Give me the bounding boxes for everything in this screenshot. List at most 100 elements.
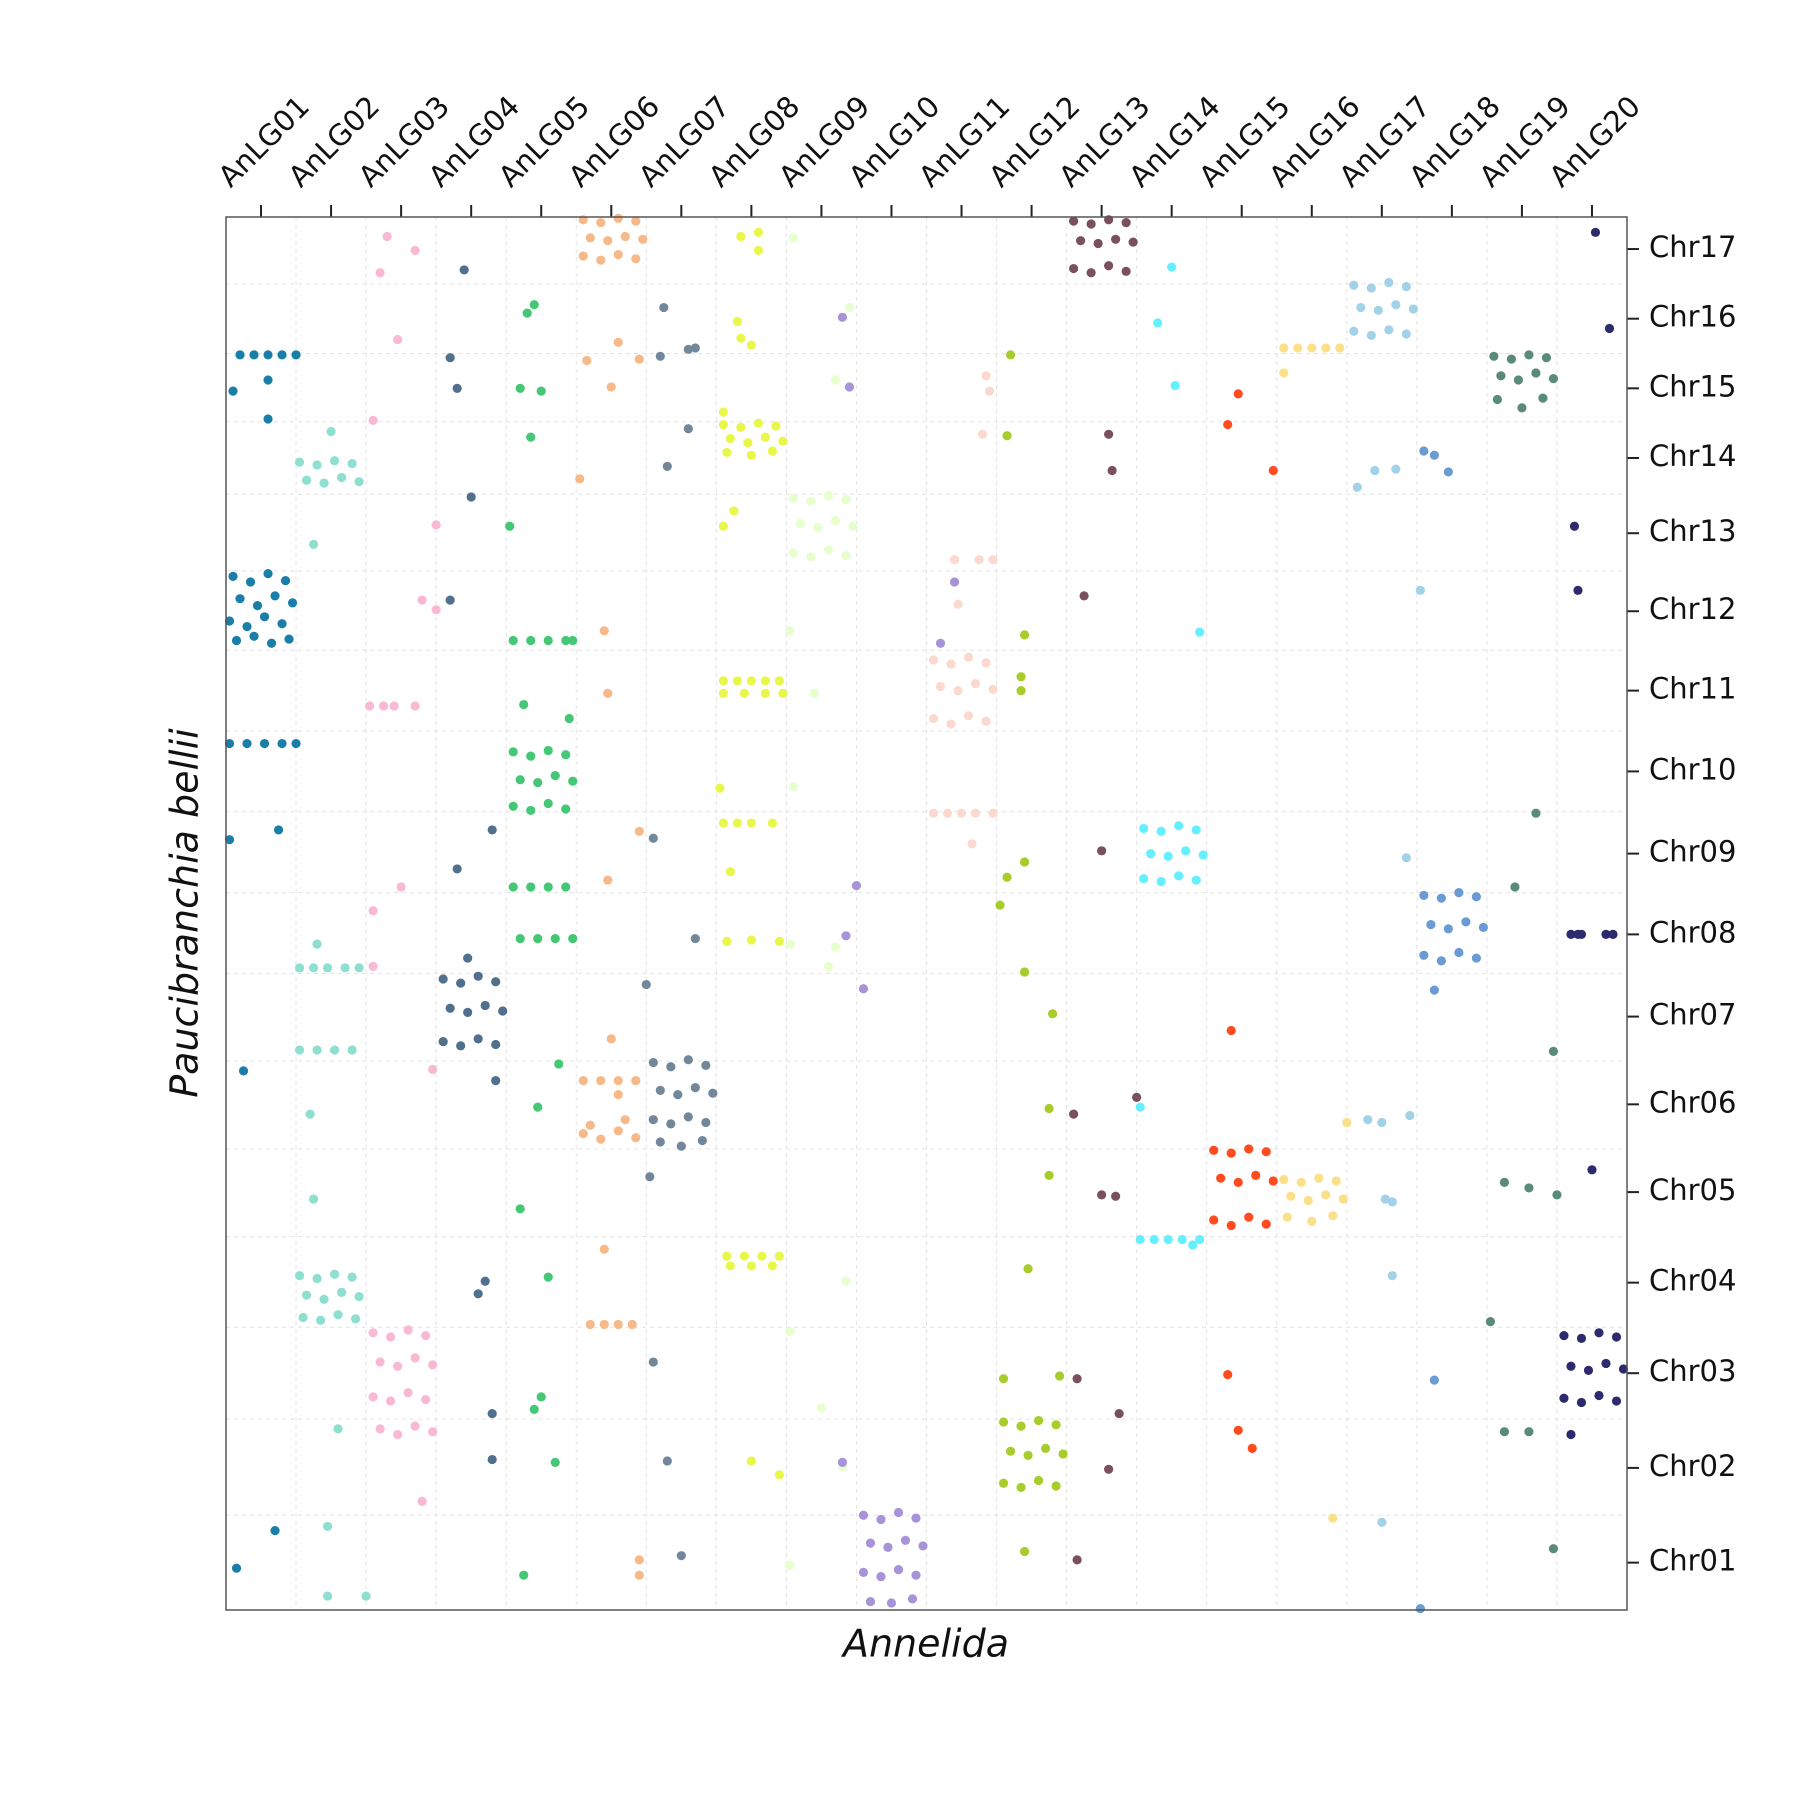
point [1163,851,1173,861]
point [543,882,553,892]
point [526,432,536,442]
point [1335,343,1345,353]
point [578,1076,588,1086]
point [1002,431,1012,441]
point [508,882,518,892]
point [473,1034,483,1044]
point [746,676,756,686]
point [263,350,273,360]
point [774,936,784,946]
point [333,1424,343,1434]
y-tick-label: Chr11 [1649,672,1736,706]
point [224,616,235,626]
point [673,1089,683,1100]
point [585,233,595,243]
point [1156,826,1166,836]
point [690,933,700,944]
point [252,601,263,611]
point [242,621,252,632]
point [368,1328,378,1338]
point [1069,263,1079,274]
point [578,251,588,261]
point [329,456,340,466]
point [1377,1117,1387,1128]
point [760,432,770,442]
point [1195,1234,1205,1245]
point [1111,1191,1121,1201]
point [1153,318,1163,328]
point [1594,1328,1604,1338]
point [662,1456,672,1466]
point [561,750,571,760]
point [491,1076,501,1086]
point [928,713,939,724]
point [294,963,305,973]
point [830,375,841,385]
point [1531,368,1541,378]
point [953,599,963,609]
point [1541,353,1552,363]
point [1569,521,1580,531]
point [977,429,988,439]
y-tick-label: Chr13 [1649,514,1736,548]
point [1601,929,1611,939]
point [329,1045,340,1055]
point [266,638,277,648]
point [823,961,834,972]
point [263,375,273,385]
point [767,818,777,828]
point [526,635,536,646]
point [301,475,312,485]
point [788,233,799,243]
point [273,825,284,835]
point [718,676,728,686]
point [1471,953,1481,963]
point [1576,929,1587,939]
point [1583,1365,1594,1376]
y-axis-label: Paucibranchia bellii [163,728,207,1098]
point [1209,1145,1219,1155]
point [1436,956,1446,966]
point [1104,261,1114,271]
point [361,1591,371,1601]
point [1051,1420,1061,1430]
point [550,770,560,781]
point [837,1457,848,1467]
point [508,747,518,757]
point [876,1571,886,1582]
point [900,1535,911,1545]
point [1384,277,1394,288]
point [627,1319,637,1330]
point [417,1496,427,1506]
point [767,1261,777,1271]
point [1079,591,1089,601]
point [1604,323,1615,334]
point [1401,329,1411,339]
point [753,245,763,256]
point [1223,1369,1233,1380]
point [676,1141,686,1151]
point [1167,262,1177,272]
point [505,521,515,531]
point [823,545,834,555]
point [568,635,578,646]
point [736,231,746,242]
point [280,575,291,586]
point [1387,1197,1397,1207]
point [823,491,834,501]
point [970,679,981,689]
point [368,961,378,972]
point [967,839,977,849]
point [830,942,841,952]
point [294,457,305,467]
point [1380,1194,1390,1204]
point [911,1570,921,1580]
point [956,808,967,818]
point [291,350,301,360]
point [410,1353,420,1363]
point [1019,967,1030,977]
point [224,835,235,845]
point [683,424,693,434]
point [319,478,329,488]
point [1370,465,1380,476]
